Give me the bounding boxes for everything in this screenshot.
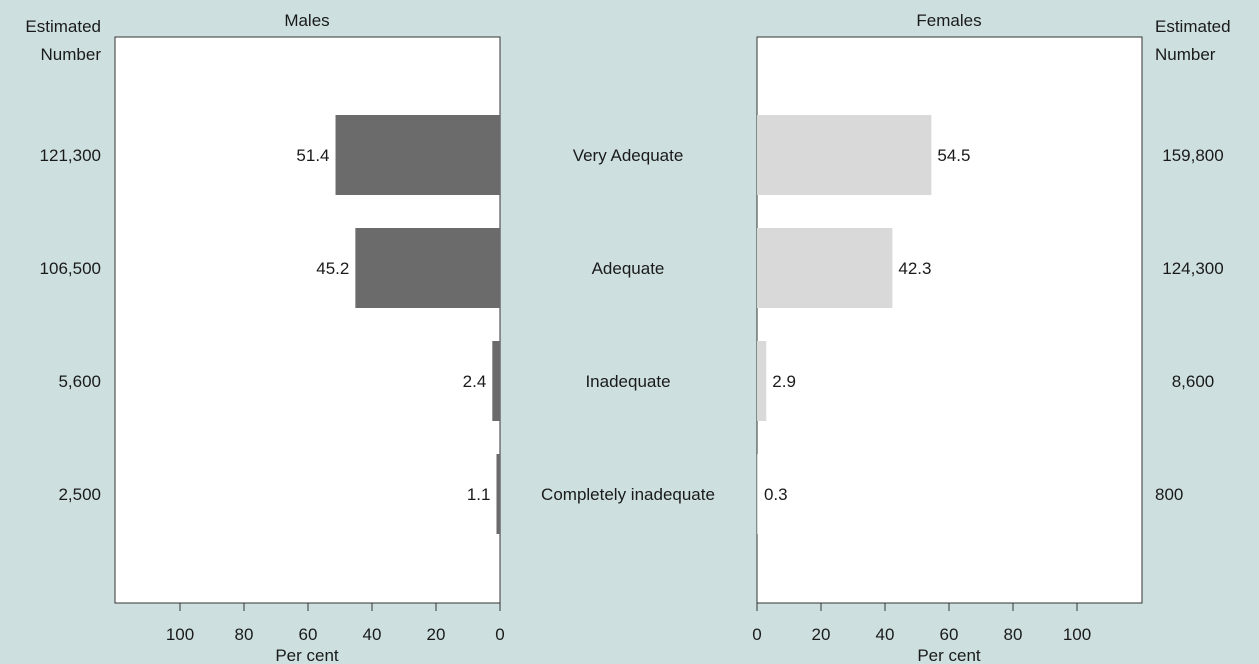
males-estimated-number: 106,500 — [40, 259, 101, 278]
males-x-axis-label: Per cent — [275, 646, 339, 664]
females-estimated-number: 800 — [1155, 485, 1183, 504]
females-x-tick-label: 80 — [1004, 625, 1023, 644]
males-estimated-number: 2,500 — [58, 485, 101, 504]
chart-marks: 51.4 54.5 Very Adequate 121,300 159,800 45.2 4… — [40, 115, 1224, 644]
females-estimated-number: 8,600 — [1172, 372, 1215, 391]
females-data-label: 54.5 — [937, 146, 970, 165]
females-bar — [757, 454, 758, 534]
category-label: Adequate — [592, 259, 665, 278]
left-estimated-number-header-line-2: Number — [41, 45, 102, 64]
category-label: Inadequate — [585, 372, 670, 391]
males-x-tick-label: 20 — [427, 625, 446, 644]
females-data-label: 42.3 — [898, 259, 931, 278]
females-x-tick-label: 60 — [940, 625, 959, 644]
males-estimated-number: 121,300 — [40, 146, 101, 165]
category-label: Completely inadequate — [541, 485, 715, 504]
females-estimated-number: 159,800 — [1162, 146, 1223, 165]
right-estimated-number-header-line-2: Number — [1155, 45, 1216, 64]
females-bar — [757, 341, 767, 421]
males-data-label: 1.1 — [467, 485, 491, 504]
males-x-tick-label: 60 — [299, 625, 318, 644]
females-estimated-number: 124,300 — [1162, 259, 1223, 278]
males-bar — [355, 228, 500, 308]
males-bar — [496, 454, 500, 534]
females-bar — [757, 228, 893, 308]
females-x-tick-label: 100 — [1063, 625, 1091, 644]
males-data-label: 2.4 — [463, 372, 487, 391]
males-bar — [335, 115, 500, 195]
males-x-tick-label: 0 — [495, 625, 504, 644]
females-panel-title: Females — [916, 11, 981, 30]
left-estimated-number-header-line-1: Estimated — [25, 17, 101, 36]
females-x-tick-label: 0 — [752, 625, 761, 644]
females-data-label: 2.9 — [772, 372, 796, 391]
females-x-axis-label: Per cent — [917, 646, 981, 664]
males-panel-title: Males — [284, 11, 329, 30]
right-estimated-number-header-line-1: Estimated — [1155, 17, 1231, 36]
males-x-tick-label: 40 — [363, 625, 382, 644]
males-bar — [492, 341, 500, 421]
females-x-tick-label: 20 — [812, 625, 831, 644]
females-bar — [757, 115, 932, 195]
males-x-tick-label: 100 — [166, 625, 194, 644]
males-data-label: 45.2 — [316, 259, 349, 278]
females-panel — [756, 36, 1143, 604]
males-x-tick-label: 80 — [235, 625, 254, 644]
category-label: Very Adequate — [573, 146, 684, 165]
males-estimated-number: 5,600 — [58, 372, 101, 391]
females-data-label: 0.3 — [764, 485, 788, 504]
males-data-label: 51.4 — [296, 146, 329, 165]
females-x-tick-label: 40 — [876, 625, 895, 644]
